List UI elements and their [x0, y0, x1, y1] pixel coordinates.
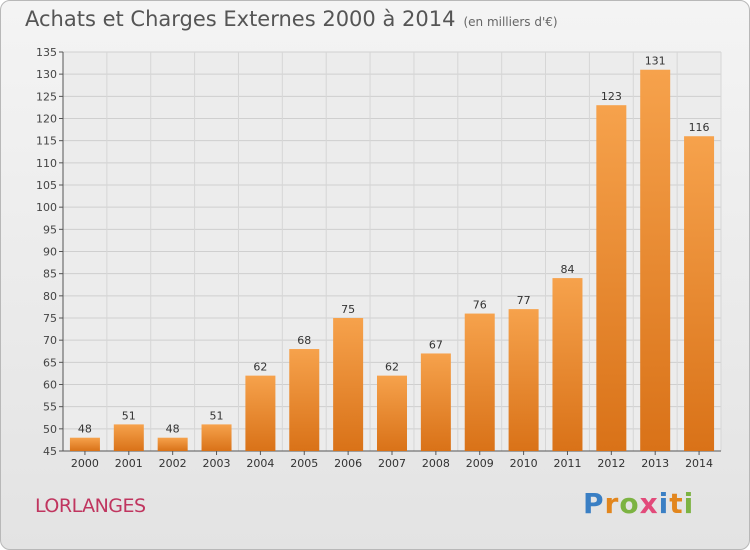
x-tick-label: 2009 [466, 457, 494, 470]
y-tick-label: 60 [43, 379, 57, 392]
chart-title-text: Achats et Charges Externes 2000 à 2014 [25, 7, 456, 31]
bars [69, 69, 715, 451]
y-tick-label: 65 [43, 356, 57, 369]
y-tick-label: 120 [36, 113, 57, 126]
data-label: 48 [166, 423, 180, 436]
bar [289, 349, 320, 451]
data-label: 76 [473, 299, 487, 312]
bar [201, 424, 232, 451]
x-tick-label: 2012 [597, 457, 625, 470]
x-tick-label: 2006 [334, 457, 362, 470]
x-tick-label: 2008 [422, 457, 450, 470]
x-tick-label: 2014 [685, 457, 713, 470]
data-label: 51 [122, 409, 136, 422]
y-tick-label: 130 [36, 68, 57, 81]
y-tick-label: 110 [36, 157, 57, 170]
x-tick-label: 2004 [246, 457, 274, 470]
x-tick-label: 2005 [290, 457, 318, 470]
y-tick-label: 85 [43, 268, 57, 281]
logo-letter: t [669, 487, 684, 520]
bar [69, 437, 100, 451]
bar [684, 136, 715, 451]
bar [245, 375, 276, 451]
labels: 48 2000 51 2001 48 2002 51 2003 62 2004 68 2005 75 20… [71, 55, 713, 470]
bar [420, 353, 451, 451]
bar [157, 437, 188, 451]
x-tick-label: 2000 [71, 457, 99, 470]
data-label: 51 [210, 409, 224, 422]
bar [464, 313, 495, 451]
y-tick-label: 55 [43, 401, 57, 414]
chart-title: Achats et Charges Externes 2000 à 2014 (e… [25, 7, 558, 31]
x-tick-label: 2010 [510, 457, 538, 470]
y-tick-label: 90 [43, 246, 57, 259]
logo-letter: r [604, 487, 620, 520]
chart-subtitle: (en milliers d'€) [463, 15, 558, 29]
bar [552, 278, 583, 451]
data-label: 62 [253, 361, 267, 374]
data-label: 77 [517, 294, 531, 307]
y-tick-label: 80 [43, 290, 57, 303]
data-label: 68 [297, 334, 311, 347]
logo-letter: o [619, 487, 640, 520]
x-tick-label: 2002 [159, 457, 187, 470]
x-tick-label: 2007 [378, 457, 406, 470]
bar [113, 424, 144, 451]
logo-letter: x [639, 487, 659, 520]
bar [508, 309, 539, 451]
bar [377, 375, 407, 451]
bar [640, 69, 671, 451]
logo-letter: i [658, 487, 670, 520]
y-tick-label: 70 [43, 334, 57, 347]
y-tick-label: 115 [36, 135, 57, 148]
proxiti-logo: Proxiti [583, 487, 694, 520]
data-label: 116 [689, 121, 710, 134]
data-label: 84 [560, 263, 574, 276]
data-label: 62 [385, 361, 399, 374]
data-label: 131 [645, 55, 666, 68]
y-tick-label: 135 [36, 46, 57, 59]
bar [596, 105, 627, 451]
bar [333, 318, 364, 451]
logo-letter: P [583, 487, 605, 520]
x-tick-label: 2003 [203, 457, 231, 470]
data-label: 48 [78, 423, 92, 436]
data-label: 75 [341, 303, 355, 316]
y-tick-label: 125 [36, 90, 57, 103]
x-tick-label: 2001 [115, 457, 143, 470]
y-tick-label: 50 [43, 423, 57, 436]
y-tick-label: 45 [43, 445, 57, 458]
y-tick-label: 95 [43, 223, 57, 236]
x-tick-label: 2013 [641, 457, 669, 470]
data-label: 67 [429, 338, 443, 351]
y-tick-label: 100 [36, 201, 57, 214]
x-tick-label: 2011 [553, 457, 581, 470]
y-tick-label: 105 [36, 179, 57, 192]
place-name: LORLANGES [35, 495, 146, 517]
y-tick-label: 75 [43, 312, 57, 325]
logo-letter: i [683, 487, 695, 520]
data-label: 123 [601, 90, 622, 103]
